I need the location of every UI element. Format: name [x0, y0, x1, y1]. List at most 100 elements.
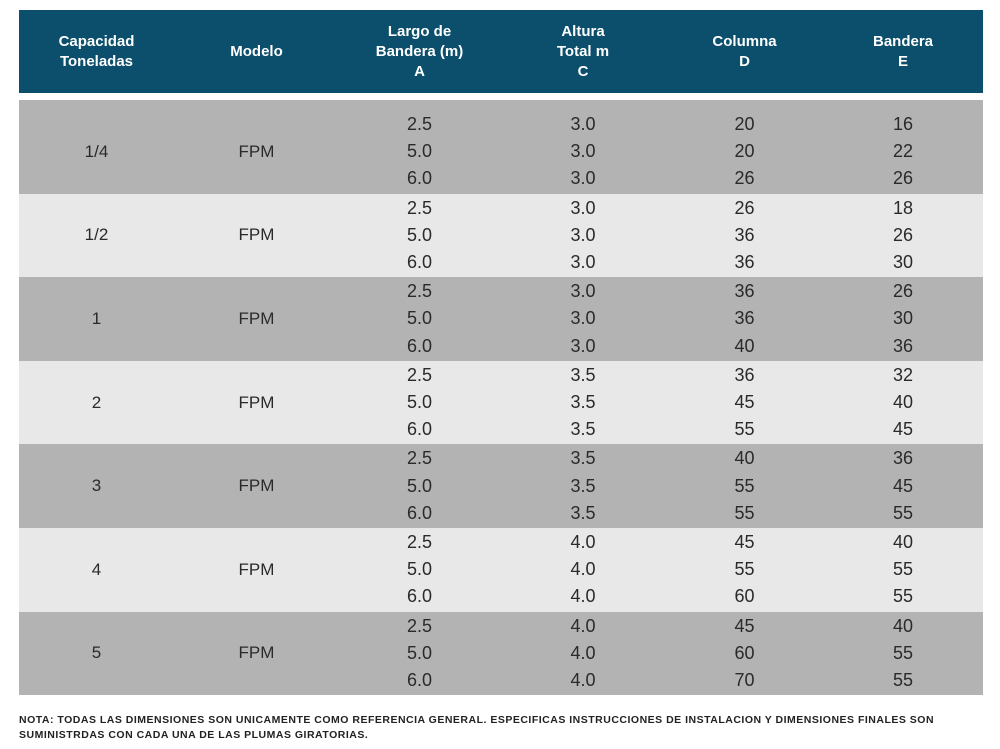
bandera-cell: 45 [892, 419, 914, 440]
largo-cell: 6.0 [406, 502, 433, 523]
bandera-cell: 55 [892, 502, 914, 523]
bandera-cell: 18 [892, 197, 914, 218]
largo-cell-group: 2.5 5.0 6.0 [339, 361, 500, 445]
altura-cell-group: 3.0 3.0 3.0 [500, 277, 666, 361]
altura-cell: 3.0 [570, 168, 596, 189]
table-row-group: 3 FPM 2.5 5.0 6.0 3.5 3.5 3.5 40 55 55 36 45 55 [19, 444, 983, 528]
capacidad-cell: 2 [91, 392, 102, 412]
columna-cell-group: 45 55 60 [666, 528, 823, 612]
altura-cell: 3.0 [570, 197, 596, 218]
largo-cell: 2.5 [406, 197, 433, 218]
largo-cell: 2.5 [406, 448, 433, 469]
header-bandera-line2: E [897, 52, 908, 70]
bandera-cell: 36 [892, 448, 914, 469]
header-altura-line3: C [577, 62, 589, 80]
altura-cell: 4.0 [570, 670, 596, 690]
header-altura-line1: Altura [561, 22, 605, 40]
columna-cell: 55 [734, 475, 755, 496]
header-columna: Columna D [666, 10, 823, 93]
table-top-strip [19, 100, 983, 110]
bandera-cell: 55 [892, 670, 914, 690]
bandera-cell: 22 [892, 141, 914, 162]
bandera-cell: 26 [892, 224, 914, 245]
altura-cell: 3.5 [570, 475, 596, 496]
altura-cell-group: 3.0 3.0 3.0 [500, 194, 666, 278]
capacidad-cell: 1/4 [84, 141, 109, 161]
header-largo-line1: Largo de [387, 22, 452, 40]
modelo-cell: FPM [238, 392, 275, 412]
table-row-group: 5 FPM 2.5 5.0 6.0 4.0 4.0 4.0 45 60 70 40 55 55 [19, 611, 983, 696]
columna-cell-group: 36 45 55 [666, 361, 823, 445]
modelo-cell: FPM [238, 643, 275, 663]
altura-cell: 3.0 [570, 224, 596, 245]
header-largo-line2: Bandera (m) [375, 42, 464, 60]
header-modelo-line1: Modelo [230, 42, 283, 60]
header-largo: Largo de Bandera (m) A [339, 10, 500, 93]
bandera-cell: 30 [892, 308, 914, 329]
columna-cell: 26 [734, 168, 755, 189]
altura-cell: 3.0 [570, 308, 596, 329]
altura-cell: 4.0 [570, 615, 596, 636]
header-bandera-line1: Bandera [872, 32, 934, 50]
columna-cell: 45 [734, 532, 755, 552]
largo-cell-group: 2.5 5.0 6.0 [339, 110, 500, 194]
header-largo-line3: A [414, 62, 425, 80]
modelo-cell: FPM [238, 308, 275, 328]
header-columna-line1: Columna [712, 32, 777, 50]
columna-cell: 60 [734, 642, 755, 663]
table-row-group: 4 FPM 2.5 5.0 6.0 4.0 4.0 4.0 45 55 60 40 55 55 [19, 528, 983, 612]
altura-cell: 3.0 [570, 252, 596, 272]
columna-cell: 55 [734, 502, 755, 523]
bandera-cell: 26 [892, 168, 914, 189]
footnote: NOTA: TODAS LAS DIMENSIONES SON UNICAMEN… [19, 714, 935, 741]
bandera-cell: 40 [892, 532, 914, 552]
modelo-cell: FPM [238, 476, 275, 496]
columna-cell: 36 [734, 364, 755, 385]
header-altura-line2: Total m [556, 42, 610, 60]
altura-cell: 3.5 [570, 392, 596, 412]
header-capacidad-line1: Capacidad [58, 32, 135, 50]
columna-cell: 36 [734, 224, 755, 245]
header-bandera: Bandera E [823, 10, 983, 93]
columna-cell: 20 [734, 141, 755, 162]
columna-cell: 45 [734, 615, 755, 636]
bandera-cell-group: 16 22 26 [823, 110, 983, 194]
largo-cell: 6.0 [406, 419, 433, 440]
columna-cell: 26 [734, 197, 755, 218]
columna-cell: 55 [734, 559, 755, 580]
columna-cell: 20 [734, 114, 755, 134]
largo-cell-group: 2.5 5.0 6.0 [339, 277, 500, 361]
columna-cell: 45 [734, 392, 755, 412]
bandera-cell: 40 [892, 615, 914, 636]
altura-cell-group: 3.5 3.5 3.5 [500, 444, 666, 528]
bandera-cell-group: 36 45 55 [823, 444, 983, 528]
capacidad-cell: 1/2 [84, 225, 109, 245]
altura-cell: 3.0 [570, 141, 596, 162]
altura-cell: 3.5 [570, 502, 596, 523]
columna-cell-group: 20 20 26 [666, 110, 823, 194]
header-modelo: Modelo [174, 10, 339, 93]
modelo-cell: FPM [238, 225, 275, 245]
bandera-cell-group: 40 55 55 [823, 528, 983, 612]
modelo-cell: FPM [238, 141, 275, 161]
header-altura: Altura Total m C [500, 10, 666, 93]
capacidad-cell: 3 [91, 476, 102, 496]
table-header: Capacidad Toneladas Modelo Largo de Band… [19, 10, 983, 93]
table-row-group: 2 FPM 2.5 5.0 6.0 3.5 3.5 3.5 36 45 55 32 40 45 [19, 360, 983, 445]
altura-cell: 4.0 [570, 559, 596, 580]
table-row-group: 1/2 FPM 2.5 5.0 6.0 3.0 3.0 3.0 26 36 36 18 26 30 [19, 193, 983, 278]
bandera-cell: 45 [892, 475, 914, 496]
columna-cell: 36 [734, 252, 755, 272]
table-row-group: 1 FPM 2.5 5.0 6.0 3.0 3.0 3.0 36 36 40 26 30 36 [19, 277, 983, 361]
altura-cell: 3.5 [570, 448, 596, 469]
largo-cell: 2.5 [406, 114, 433, 134]
altura-cell: 3.0 [570, 114, 596, 134]
largo-cell: 6.0 [406, 168, 433, 189]
columna-cell: 36 [734, 281, 755, 302]
columna-cell: 60 [734, 586, 755, 607]
bandera-cell-group: 26 30 36 [823, 277, 983, 361]
largo-cell-group: 2.5 5.0 6.0 [339, 612, 500, 696]
largo-cell: 6.0 [406, 252, 433, 272]
largo-cell: 5.0 [406, 559, 433, 580]
bandera-cell: 30 [892, 252, 914, 272]
